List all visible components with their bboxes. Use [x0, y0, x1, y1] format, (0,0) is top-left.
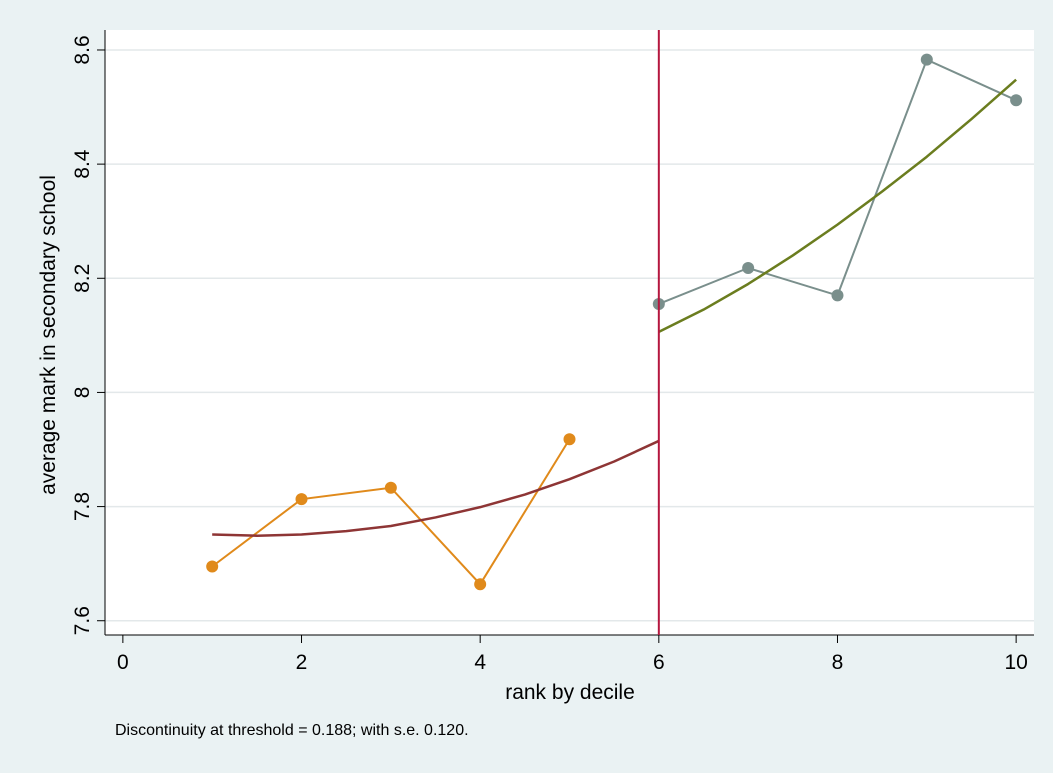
y-tick-label: 8.4 — [71, 149, 94, 179]
data-point — [563, 433, 576, 446]
y-tick-label: 7.8 — [71, 492, 94, 521]
chart-note: Discontinuity at threshold = 0.188; with… — [115, 722, 469, 739]
data-point — [295, 493, 308, 506]
fit-curve-3 — [658, 78, 1017, 334]
data-point — [831, 289, 844, 302]
grid-layer — [105, 49, 1034, 622]
x-tick-label: 10 — [1004, 651, 1027, 674]
x-tick-label: 8 — [832, 651, 844, 674]
data-point — [1010, 94, 1023, 107]
axis-layer: 7.6 7.8 8 8.2 8.4 8.6 0 2 4 6 8 10 — [71, 30, 1034, 674]
y-tick-label: 7.6 — [71, 606, 94, 635]
fit-curve-1 — [212, 439, 660, 537]
data-point — [920, 53, 933, 66]
y-tick-label: 8.6 — [71, 35, 94, 64]
data-point — [206, 560, 219, 573]
x-tick-label: 0 — [117, 651, 129, 674]
x-tick-label: 6 — [653, 651, 665, 674]
y-tick-label: 8 — [71, 387, 94, 399]
y-tick-label: 8.2 — [71, 264, 94, 293]
x-axis-label: rank by decile — [505, 681, 635, 704]
plot-area — [105, 30, 1034, 635]
series-layer — [206, 53, 1023, 591]
x-tick-label: 2 — [296, 651, 308, 674]
x-tick-label: 4 — [474, 651, 486, 674]
data-point — [742, 262, 755, 275]
data-point — [474, 578, 487, 591]
y-axis-label: average mark in secondary school — [37, 175, 60, 495]
data-point — [384, 481, 397, 494]
